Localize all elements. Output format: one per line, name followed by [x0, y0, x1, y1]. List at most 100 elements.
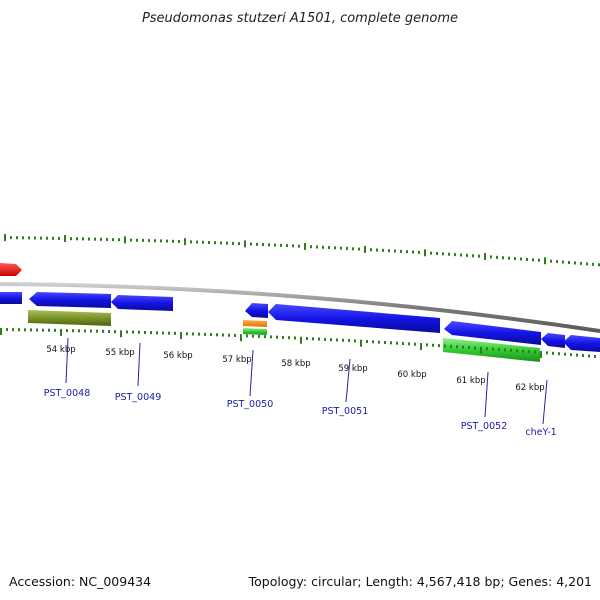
outer-tick [526, 257, 528, 261]
map-title: Pseudomonas stutzeri A1501, complete gen… [142, 11, 458, 26]
scale-label: 54 kbp [46, 345, 75, 355]
inner-tick [540, 350, 542, 358]
gene-label-pst-0051[interactable]: PST_0051 [322, 406, 369, 417]
inner-tick [480, 346, 482, 354]
green-feature[interactable] [443, 338, 540, 362]
inner-tick [342, 338, 344, 342]
outer-tick [586, 262, 588, 266]
gene-label-pst-0052[interactable]: PST_0052 [461, 421, 508, 432]
scale-label: 56 kbp [163, 351, 192, 361]
outer-tick [76, 237, 78, 241]
gene-label-chey-1[interactable]: cheY-1 [525, 427, 556, 438]
gene-labels: PST_0048 PST_0049 PST_0050 PST_0051 PST_0052… [44, 337, 557, 438]
inner-tick [390, 341, 392, 345]
inner-tick [144, 330, 146, 334]
outer-tick [208, 241, 210, 245]
gene-arrow[interactable] [0, 292, 22, 304]
scale-label: 59 kbp [338, 364, 367, 374]
outer-tick [520, 257, 522, 261]
gene-arrow[interactable] [245, 303, 268, 318]
outer-tick [118, 238, 120, 242]
gene-label-pst-0050[interactable]: PST_0050 [227, 399, 274, 410]
inner-tick [546, 351, 548, 355]
scale-label: 55 kbp [105, 348, 134, 358]
inner-tick [318, 337, 320, 341]
outer-tick [154, 239, 156, 243]
rna-feature[interactable] [0, 263, 22, 276]
outer-tick [436, 252, 438, 256]
inner-tick [558, 352, 560, 356]
inner-tick [498, 347, 500, 351]
gene-label-leader [249, 349, 254, 397]
inner-tick [48, 328, 50, 332]
outer-tick [46, 236, 48, 240]
inner-tick [54, 328, 56, 332]
inner-tick [180, 332, 182, 340]
inner-tick [552, 351, 554, 355]
inner-tick [444, 344, 446, 348]
outer-tick [568, 261, 570, 265]
inner-tick [120, 330, 122, 338]
outer-tick [562, 260, 564, 264]
outer-tick [364, 245, 366, 253]
genome-summary-text: Topology: circular; Length: 4,567,418 bp… [248, 574, 592, 589]
inner-tick [114, 330, 116, 334]
gene-arrow[interactable] [563, 335, 600, 352]
green-feature[interactable] [243, 328, 267, 335]
orange-feature[interactable] [243, 320, 267, 327]
gene-arrow[interactable] [268, 304, 440, 333]
gene-label-pst-0048[interactable]: PST_0048 [44, 388, 91, 399]
inner-tick [438, 344, 440, 348]
outer-tick [352, 247, 354, 251]
scale-labels: 54 kbp 55 kbp 56 kbp 57 kbp 58 kbp 59 kbp 60 k… [46, 345, 544, 393]
outer-tick [550, 259, 552, 263]
gene-arrow[interactable] [29, 292, 111, 308]
gene-label-pst-0049[interactable]: PST_0049 [115, 392, 162, 403]
inner-tick [96, 329, 98, 333]
inner-tick [468, 346, 470, 350]
inner-tick [474, 346, 476, 350]
inner-tick [66, 329, 68, 333]
outer-tick [496, 255, 498, 259]
inner-tick [588, 354, 590, 358]
inner-tick [156, 331, 158, 335]
outer-tick [286, 244, 288, 248]
gene-arrow[interactable] [444, 321, 541, 345]
outer-tick [220, 241, 222, 245]
inner-tick [108, 329, 110, 333]
outer-tick [538, 258, 540, 262]
gene-arrow[interactable] [541, 333, 565, 348]
inner-tick [492, 347, 494, 351]
inner-tick [402, 341, 404, 345]
outer-tick [142, 238, 144, 242]
inner-tick [384, 340, 386, 344]
outer-tick [328, 246, 330, 250]
accession-text: Accession: NC_009434 [9, 574, 151, 589]
inner-tick [192, 332, 194, 336]
outer-tick [34, 236, 36, 240]
outer-tick [22, 236, 24, 240]
inner-tick [420, 343, 422, 351]
outer-tick [94, 237, 96, 241]
outer-tick [388, 249, 390, 253]
outer-tick [346, 246, 348, 250]
inner-tick [414, 342, 416, 346]
outer-tick [580, 261, 582, 265]
olive-feature[interactable] [28, 310, 111, 326]
inner-tick [504, 348, 506, 352]
gene-arrow[interactable] [111, 295, 173, 311]
outer-tick [412, 250, 414, 254]
inner-tick [264, 335, 266, 339]
outer-tick [454, 253, 456, 257]
outer-tick [244, 240, 246, 248]
gene-label-leader [65, 337, 69, 384]
inner-tick [174, 331, 176, 335]
gene-label-leader [484, 371, 489, 418]
inner-tick [378, 340, 380, 344]
inner-tick [306, 337, 308, 341]
outer-tick [202, 240, 204, 244]
inner-tick [30, 328, 32, 332]
outer-tick [136, 238, 138, 242]
outer-tick [304, 242, 306, 250]
outer-tick [238, 242, 240, 246]
